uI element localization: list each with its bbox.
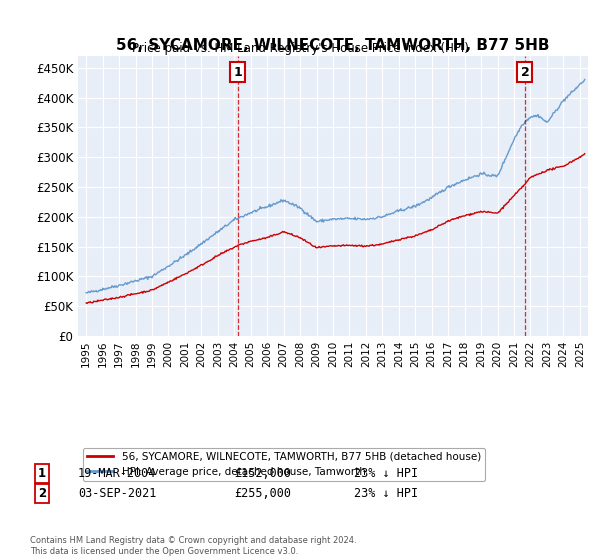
Text: 2: 2 [521, 66, 529, 78]
Text: £152,000: £152,000 [234, 466, 291, 480]
Text: Contains HM Land Registry data © Crown copyright and database right 2024.
This d: Contains HM Land Registry data © Crown c… [30, 536, 356, 556]
Text: £255,000: £255,000 [234, 487, 291, 501]
Text: 1: 1 [233, 66, 242, 78]
Title: 56, SYCAMORE, WILNECOTE, TAMWORTH, B77 5HB: 56, SYCAMORE, WILNECOTE, TAMWORTH, B77 5… [116, 39, 550, 53]
Text: 19-MAR-2004: 19-MAR-2004 [78, 466, 157, 480]
Text: Price paid vs. HM Land Registry's House Price Index (HPI): Price paid vs. HM Land Registry's House … [131, 42, 469, 55]
Text: 23% ↓ HPI: 23% ↓ HPI [354, 487, 418, 501]
Text: 1: 1 [38, 466, 46, 480]
Legend: 56, SYCAMORE, WILNECOTE, TAMWORTH, B77 5HB (detached house), HPI: Average price,: 56, SYCAMORE, WILNECOTE, TAMWORTH, B77 5… [83, 447, 485, 481]
Text: 23% ↓ HPI: 23% ↓ HPI [354, 466, 418, 480]
Text: 2: 2 [38, 487, 46, 501]
Text: 03-SEP-2021: 03-SEP-2021 [78, 487, 157, 501]
